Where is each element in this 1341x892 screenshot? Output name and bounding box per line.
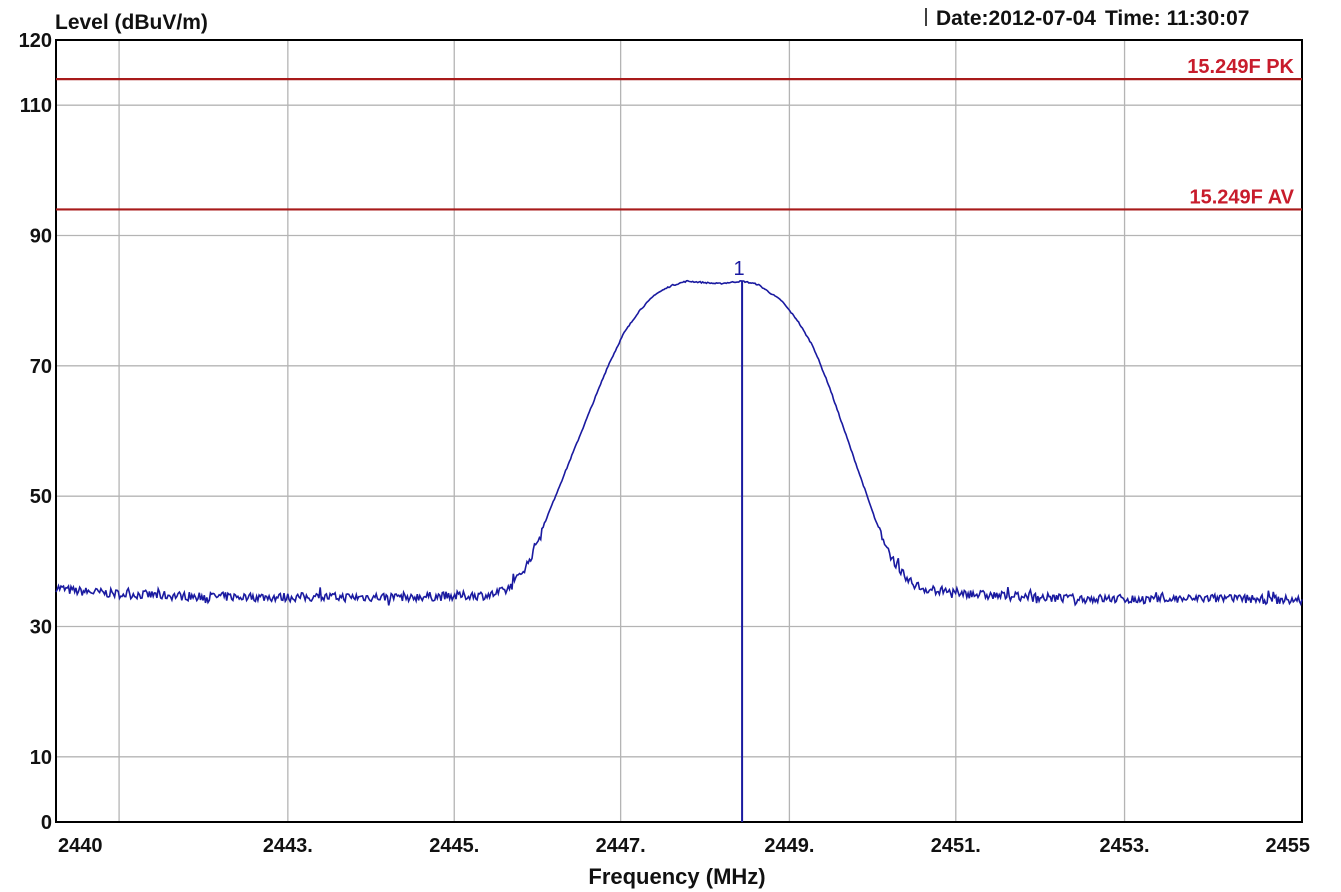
- y-tick-labels: 120 110 90 70 50 30 10 0: [19, 30, 52, 834]
- x-tick-labels: 2440 2443. 2445. 2447. 2449. 2451. 2453. 2455: [58, 835, 1310, 857]
- y-tick-label: 10: [30, 747, 52, 769]
- x-tick-label: 2445.: [429, 835, 479, 857]
- y-grid: [56, 39, 1302, 823]
- x-tick-label: 2443.: [263, 835, 313, 857]
- y-tick-label: 70: [30, 356, 52, 378]
- date-value: 2012-07-04: [989, 7, 1097, 30]
- x-tick-label: 2453.: [1100, 835, 1150, 857]
- x-axis-label: Frequency (MHz): [588, 864, 765, 889]
- x-tick-label: 2451.: [931, 835, 981, 857]
- date-label: Date:: [936, 7, 989, 30]
- spectrum-trace: [55, 279, 1303, 607]
- x-tick-label: 2447.: [596, 835, 646, 857]
- x-tick-label: 2449.: [764, 835, 814, 857]
- limit-label: 15.249F PK: [1187, 56, 1294, 78]
- y-tick-label: 110: [20, 95, 52, 117]
- limit-label: 15.249F AV: [1189, 186, 1294, 208]
- y-tick-label: 90: [30, 226, 52, 248]
- date-time-readout: Date:2012-07-04 Time: 11:30:07: [936, 7, 1249, 30]
- x-tick-label: 2440: [58, 835, 103, 857]
- plot-frame: [55, 39, 1303, 823]
- x-grid: [118, 40, 1303, 822]
- y-axis-label: Level (dBuV/m): [55, 11, 208, 34]
- marker-label: 1: [734, 258, 745, 280]
- time-value: 11:30:07: [1167, 7, 1250, 30]
- time-label: Time:: [1105, 7, 1161, 30]
- limit-lines: 15.249F PK 15.249F AV: [56, 56, 1302, 211]
- x-tick-label: 2455: [1266, 835, 1311, 857]
- y-tick-label: 30: [30, 617, 52, 639]
- y-tick-label: 50: [30, 486, 52, 508]
- y-tick-label: 120: [19, 30, 52, 52]
- y-tick-label: 0: [41, 812, 52, 834]
